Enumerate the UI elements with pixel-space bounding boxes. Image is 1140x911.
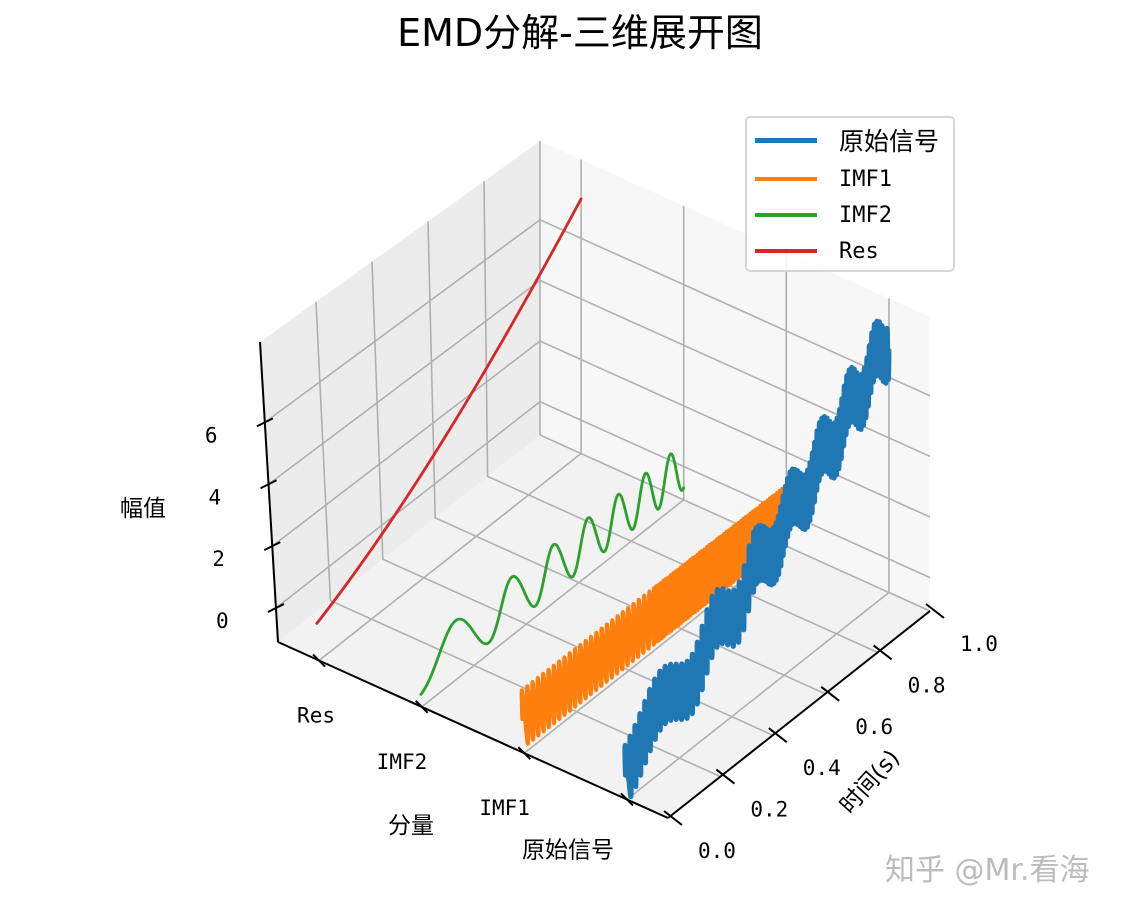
z-axis-label: 幅值 <box>120 496 166 522</box>
y-tick-label: 0.4 <box>803 756 841 780</box>
z-tick-label: 4 <box>209 485 222 509</box>
y-tick-label: 0.2 <box>750 798 788 822</box>
data-series <box>315 197 892 800</box>
z-tick-label: 0 <box>216 609 229 633</box>
legend-swatch-res <box>755 249 817 253</box>
legend-label: 原始信号 <box>839 127 940 156</box>
x-tick-label: IMF2 <box>377 750 428 774</box>
y-tick-label: 0.8 <box>908 673 946 697</box>
legend: 原始信号 IMF1 IMF2 Res <box>745 116 955 272</box>
series-line-Res <box>315 197 583 625</box>
axis-lines <box>256 341 945 826</box>
legend-label: Res <box>839 238 879 264</box>
legend-swatch-original <box>755 137 817 143</box>
x-tick-label: Res <box>297 704 335 728</box>
tick-labels: Res IMF2 IMF1 原始信号 0.0 0.2 0.4 0.6 0.8 1.0 0 2 4 6 <box>205 423 998 863</box>
legend-item-imf1: IMF1 <box>755 164 892 194</box>
watermark: 知乎 @Mr.看海 <box>885 853 1090 888</box>
x-tick-label: 原始信号 <box>522 837 614 863</box>
legend-item-original: 原始信号 <box>755 125 940 156</box>
legend-swatch-imf2 <box>755 213 817 217</box>
y-tick-label: 0.0 <box>698 839 736 863</box>
legend-label: IMF2 <box>839 202 892 228</box>
legend-item-imf2: IMF2 <box>755 200 892 230</box>
chart-title: EMD分解-三维展开图 <box>397 11 763 55</box>
axis-panes <box>260 141 930 818</box>
x-axis-label: 分量 <box>388 813 434 839</box>
z-tick-label: 2 <box>212 547 225 571</box>
y-tick-label: 1.0 <box>960 632 998 656</box>
y-tick-label: 0.6 <box>855 715 893 739</box>
x-tick-label: IMF1 <box>479 796 530 820</box>
series-line-原始信号 <box>622 318 892 800</box>
legend-label: IMF1 <box>839 166 892 192</box>
y-axis-label: 时间(s) <box>835 745 905 819</box>
z-tick-label: 6 <box>205 423 218 447</box>
legend-item-res: Res <box>755 236 879 266</box>
series-line-IMF2 <box>419 452 686 696</box>
legend-swatch-imf1 <box>755 177 817 181</box>
